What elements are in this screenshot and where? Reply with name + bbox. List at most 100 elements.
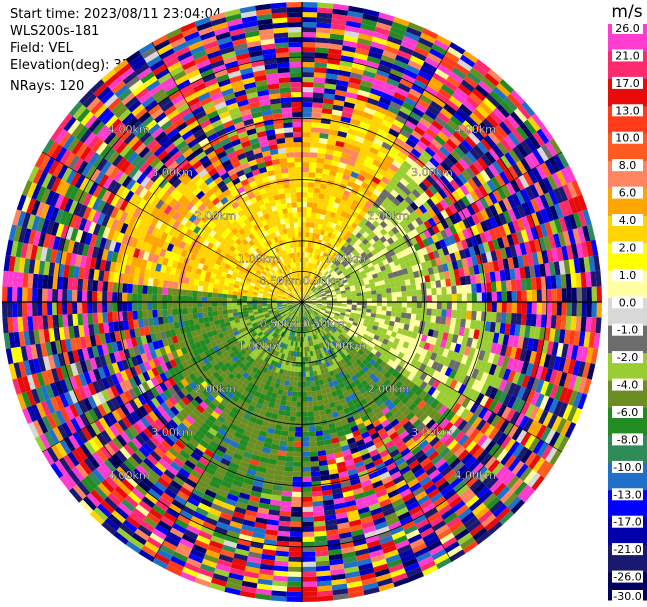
- velocity-gate: [312, 500, 324, 507]
- velocity-gate: [302, 551, 316, 557]
- velocity-gate: [346, 258, 353, 265]
- velocity-gate: [312, 287, 317, 292]
- velocity-gate: [297, 386, 302, 392]
- velocity-gate: [510, 313, 517, 325]
- velocity-gate: [373, 137, 384, 147]
- velocity-gate: [440, 316, 447, 325]
- velocity-gate: [338, 65, 352, 73]
- velocity-gate: [427, 142, 440, 154]
- velocity-gate: [291, 506, 302, 512]
- velocity-gate: [377, 101, 390, 111]
- velocity-gate: [324, 247, 330, 253]
- velocity-gate: [278, 445, 287, 452]
- velocity-gate: [326, 68, 339, 75]
- velocity-gate: [426, 295, 432, 302]
- velocity-gate: [316, 277, 321, 283]
- velocity-gate: [471, 292, 477, 302]
- velocity-gate: [536, 289, 542, 302]
- velocity-gate: [471, 310, 477, 321]
- velocity-gate: [438, 88, 452, 100]
- velocity-gate: [344, 30, 360, 38]
- velocity-gate: [376, 293, 382, 299]
- velocity-gate: [400, 40, 416, 51]
- velocity-gate: [316, 17, 332, 24]
- velocity-gate: [311, 390, 317, 397]
- velocity-gate: [295, 416, 302, 422]
- velocity-gate: [379, 220, 388, 229]
- velocity-gate: [294, 371, 299, 377]
- velocity-gate: [361, 224, 369, 232]
- velocity-gate: [466, 293, 472, 302]
- velocity-gate: [399, 317, 406, 324]
- velocity-gate: [333, 266, 340, 272]
- velocity-gate: [431, 138, 443, 150]
- velocity-gate: [351, 304, 357, 308]
- velocity-gate: [561, 302, 567, 316]
- velocity-gate: [362, 238, 369, 246]
- velocity-gate: [440, 107, 453, 120]
- velocity-gate: [326, 63, 340, 70]
- velocity-gate: [316, 285, 322, 290]
- velocity-gate: [424, 57, 440, 69]
- velocity-gate: [456, 302, 462, 311]
- velocity-gate: [294, 441, 302, 447]
- velocity-gate: [302, 451, 311, 457]
- velocity-gate: [294, 366, 299, 372]
- velocity-gate: [448, 95, 463, 108]
- velocity-gate: [383, 172, 394, 181]
- velocity-gate: [304, 293, 309, 299]
- velocity-gate: [496, 82, 511, 97]
- velocity-gate: [383, 114, 396, 124]
- velocity-gate: [471, 128, 485, 142]
- velocity-gate: [328, 174, 336, 182]
- velocity-gate: [449, 71, 464, 84]
- velocity-gate: [302, 27, 317, 33]
- velocity-gate: [439, 174, 450, 186]
- velocity-gate: [368, 124, 380, 133]
- velocity-gate: [302, 142, 311, 148]
- velocity-gate: [511, 302, 517, 314]
- velocity-gate: [344, 256, 351, 262]
- velocity-gate: [312, 248, 317, 254]
- velocity-gate: [290, 511, 302, 517]
- velocity-gate: [406, 296, 412, 302]
- velocity-gate: [339, 265, 345, 271]
- velocity-gate: [334, 224, 341, 231]
- velocity-gate: [287, 566, 302, 572]
- velocity-gate: [382, 87, 396, 97]
- velocity-gate: [395, 54, 410, 65]
- velocity-gate: [427, 81, 441, 93]
- velocity-gate: [441, 286, 447, 295]
- velocity-gate: [416, 140, 428, 151]
- velocity-gate: [384, 82, 398, 92]
- velocity-gate: [326, 260, 332, 266]
- velocity-gate: [475, 84, 490, 98]
- velocity-gate: [379, 96, 392, 106]
- velocity-gate: [389, 146, 400, 156]
- velocity-gate: [581, 302, 587, 317]
- velocity-gate: [394, 316, 401, 323]
- velocity-gate: [309, 446, 318, 452]
- velocity-gate: [412, 175, 423, 186]
- velocity-gate: [478, 121, 492, 135]
- velocity-gate: [292, 476, 302, 482]
- velocity-gate: [464, 135, 477, 149]
- velocity-gate: [290, 411, 297, 417]
- velocity-gate: [302, 202, 308, 208]
- velocity-gate: [459, 54, 476, 68]
- velocity-gate: [342, 173, 351, 181]
- velocity-gate: [325, 225, 331, 232]
- velocity-gate: [386, 297, 392, 302]
- velocity-gate: [303, 272, 306, 278]
- velocity-gate: [292, 486, 302, 492]
- velocity-gate: [353, 104, 366, 112]
- velocity-gate: [421, 150, 433, 161]
- velocity-gate: [457, 142, 470, 155]
- velocity-gate: [336, 219, 343, 227]
- velocity-gate: [377, 64, 392, 74]
- velocity-gate: [376, 150, 387, 160]
- velocity-gate: [336, 135, 346, 143]
- velocity-gate: [426, 302, 432, 309]
- velocity-gate: [418, 154, 430, 165]
- velocity-gate: [402, 142, 414, 153]
